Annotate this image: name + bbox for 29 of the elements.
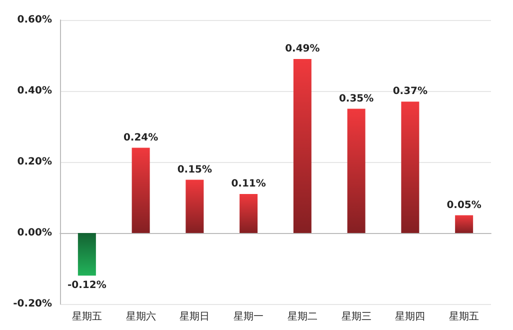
bar xyxy=(240,194,258,233)
x-tick-label: 星期五 xyxy=(72,310,102,322)
bar xyxy=(455,215,474,233)
x-tick-label: 星期一 xyxy=(234,310,264,322)
data-label: 0.37% xyxy=(392,86,428,98)
data-label: 0.15% xyxy=(177,164,212,176)
bar xyxy=(347,108,366,233)
x-tick-label: 星期四 xyxy=(395,310,426,322)
data-label: 0.11% xyxy=(231,178,266,190)
bar xyxy=(293,59,312,233)
bar xyxy=(401,102,420,233)
bar xyxy=(78,233,96,276)
bar xyxy=(132,148,150,233)
x-tick-label: 星期二 xyxy=(287,310,318,322)
data-label: 0.35% xyxy=(338,93,374,104)
x-tick-label: 星期五 xyxy=(449,310,480,322)
x-tick-label: 星期日 xyxy=(180,310,210,322)
y-tick-label: -0.20% xyxy=(13,298,52,310)
x-tick-label: 星期三 xyxy=(341,310,372,322)
data-label: 0.49% xyxy=(285,44,320,55)
x-tick-label: 星期六 xyxy=(126,310,156,322)
data-label: 0.05% xyxy=(446,200,482,211)
data-label: -0.12% xyxy=(68,280,106,292)
data-label: 0.24% xyxy=(123,132,158,144)
bar xyxy=(186,180,204,233)
y-tick-label: 0.40% xyxy=(17,86,52,96)
y-tick-label: 0.60% xyxy=(17,14,52,26)
y-tick-label: 0.20% xyxy=(17,156,52,168)
y-tick-label: 0.00% xyxy=(17,228,52,238)
